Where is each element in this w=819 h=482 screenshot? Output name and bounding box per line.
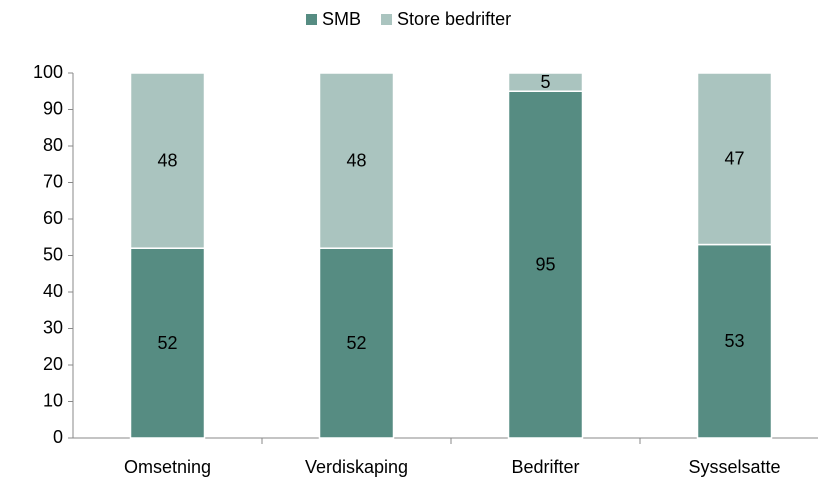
legend-swatch [306,14,317,25]
y-tick-label: 20 [43,354,63,374]
x-tick-label: Verdiskaping [305,457,408,477]
data-label: 48 [157,150,177,170]
data-label: 52 [157,333,177,353]
x-tick-label: Omsetning [124,457,211,477]
data-label: 48 [346,150,366,170]
y-tick-label: 70 [43,171,63,191]
legend-label: Store bedrifter [397,9,511,29]
x-tick-label: Bedrifter [511,457,579,477]
y-tick-label: 10 [43,390,63,410]
bar-segment [696,72,773,246]
y-tick-label: 60 [43,208,63,228]
y-tick-label: 30 [43,317,63,337]
bar-segment [129,247,206,439]
bar-segment [318,247,395,439]
data-label: 52 [346,333,366,353]
bar-segment [507,72,584,92]
bar-segment [318,72,395,249]
bar-segment [696,243,773,439]
bar-segment [507,90,584,439]
legend-label: SMB [322,9,361,29]
y-tick-label: 100 [33,62,63,82]
legend-swatch [381,14,393,25]
y-tick-label: 0 [53,427,63,447]
data-label: 53 [724,331,744,351]
data-label: 47 [724,149,744,169]
y-tick-label: 90 [43,98,63,118]
y-tick-label: 80 [43,135,63,155]
bar-segment [129,72,206,249]
data-label: 5 [540,72,550,92]
data-label: 95 [535,254,555,274]
y-tick-label: 40 [43,281,63,301]
y-tick-label: 50 [43,244,63,264]
x-tick-label: Sysselsatte [688,457,780,477]
